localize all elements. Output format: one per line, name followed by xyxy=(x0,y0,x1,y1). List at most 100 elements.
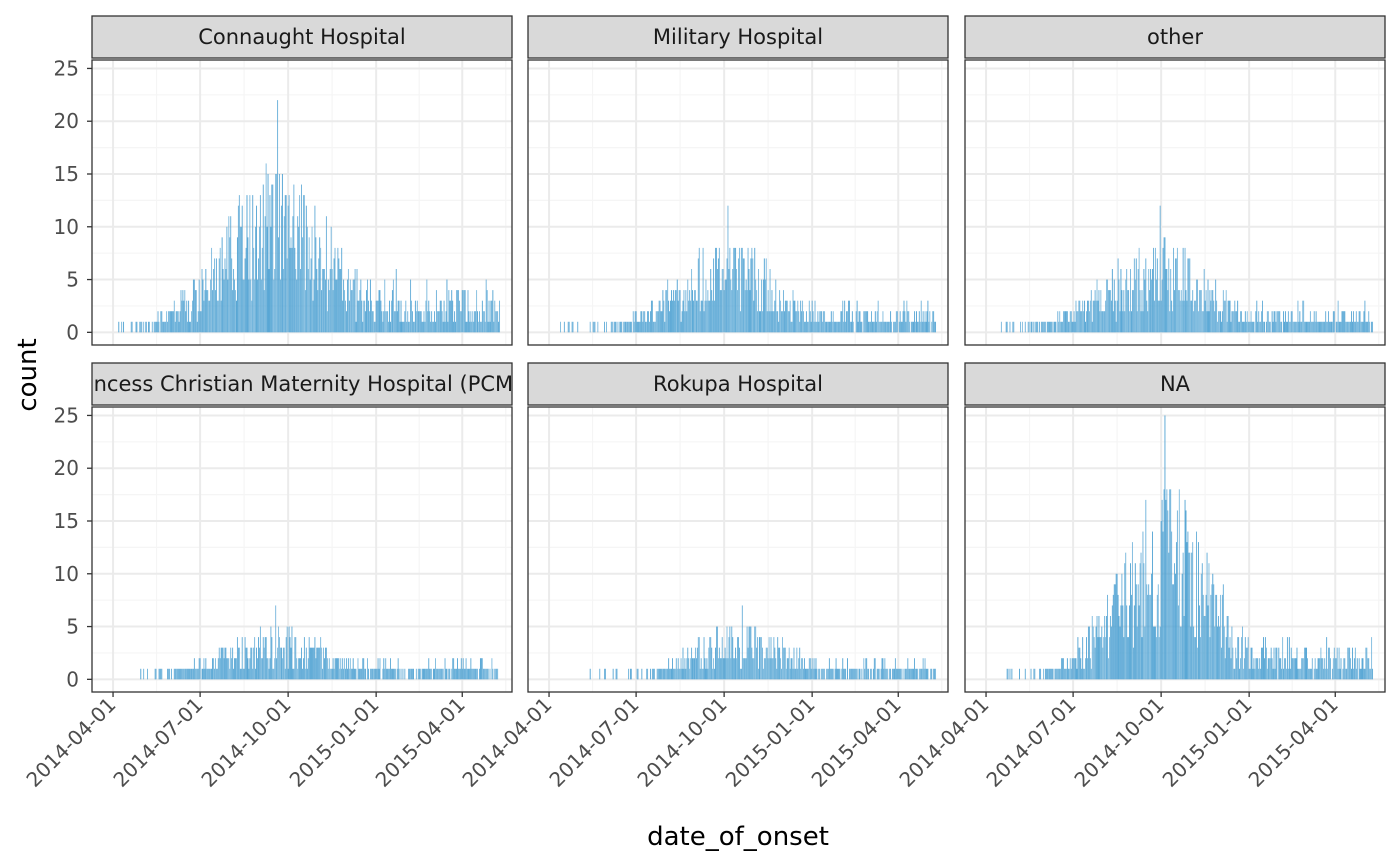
histogram-bar xyxy=(271,637,273,680)
histogram-bar xyxy=(228,216,230,333)
histogram-bar xyxy=(738,247,740,333)
histogram-bar xyxy=(1050,668,1052,680)
histogram-bar xyxy=(1124,563,1126,680)
histogram-bar xyxy=(1040,668,1042,680)
histogram-bar xyxy=(1296,321,1298,333)
histogram-bar xyxy=(408,321,410,333)
histogram-bar xyxy=(245,247,247,333)
histogram-bar xyxy=(1109,637,1110,680)
histogram-bar xyxy=(818,321,820,333)
histogram-bar xyxy=(198,658,200,680)
histogram-bar xyxy=(617,321,619,333)
histogram-bar xyxy=(793,647,795,680)
histogram-bar xyxy=(875,321,877,333)
histogram-bar xyxy=(1150,594,1152,680)
histogram-bar xyxy=(1034,668,1036,680)
histogram-bar xyxy=(814,668,816,680)
histogram-bar xyxy=(1169,489,1171,680)
histogram-bar xyxy=(860,321,862,333)
histogram-bar xyxy=(303,195,305,333)
histogram-bar xyxy=(1219,626,1220,680)
histogram-bar xyxy=(1365,647,1367,680)
histogram-bar xyxy=(364,300,366,333)
histogram-bar xyxy=(732,637,734,680)
histogram-bar xyxy=(368,668,369,680)
histogram-bar xyxy=(208,668,210,680)
histogram-bar xyxy=(1367,321,1369,333)
histogram-bar xyxy=(269,195,271,333)
histogram-bar xyxy=(323,647,324,680)
histogram-bar xyxy=(1205,290,1207,333)
histogram-bar xyxy=(1290,311,1292,333)
histogram-bar xyxy=(1154,247,1156,333)
histogram-bar xyxy=(451,668,453,680)
histogram-bar xyxy=(1322,321,1324,333)
histogram-bar xyxy=(778,647,780,680)
histogram-bar xyxy=(653,321,655,333)
histogram-bar xyxy=(186,300,188,333)
histogram-bar xyxy=(624,321,626,333)
histogram-bar xyxy=(880,321,882,333)
histogram-bar xyxy=(930,668,932,680)
histogram-bar xyxy=(386,311,388,333)
histogram-bar xyxy=(1097,637,1099,680)
histogram-bar xyxy=(676,668,678,680)
y-tick-label: 0 xyxy=(66,667,79,691)
histogram-bar xyxy=(1135,258,1137,333)
histogram-bar xyxy=(153,321,155,333)
histogram-bar xyxy=(1246,647,1248,680)
histogram-bar xyxy=(1310,668,1312,680)
histogram-bar xyxy=(1351,311,1352,333)
histogram-bar xyxy=(911,668,913,680)
histogram-bar xyxy=(1225,290,1227,333)
histogram-bar xyxy=(774,300,776,333)
histogram-bar xyxy=(1101,626,1103,680)
histogram-bar xyxy=(1075,300,1077,333)
histogram-bar xyxy=(212,290,213,333)
histogram-bar xyxy=(739,668,741,680)
histogram-bar xyxy=(1134,563,1136,680)
histogram-bar xyxy=(876,668,878,680)
histogram-bar xyxy=(242,279,244,333)
histogram-bar xyxy=(355,321,357,333)
histogram-bar xyxy=(1175,258,1176,333)
histogram-bar xyxy=(729,626,731,680)
histogram-bar xyxy=(325,216,327,333)
histogram-bar xyxy=(231,658,233,680)
facet-strip xyxy=(527,362,949,406)
histogram-bar xyxy=(205,269,207,333)
histogram-bar xyxy=(1368,311,1370,333)
histogram-bar xyxy=(320,247,322,333)
histogram-bar xyxy=(842,658,844,680)
histogram-bar xyxy=(381,311,383,333)
histogram-bar xyxy=(1151,573,1153,680)
histogram-bar xyxy=(652,321,654,333)
histogram-bar xyxy=(208,300,210,333)
facet-panel: Military Hospital xyxy=(527,15,949,346)
histogram-bar xyxy=(307,269,309,333)
histogram-bar xyxy=(1175,258,1177,333)
histogram-bar xyxy=(435,321,436,333)
histogram-bar xyxy=(449,668,451,680)
histogram-bar xyxy=(776,668,778,680)
histogram-bar xyxy=(788,311,790,333)
histogram-bar xyxy=(485,668,487,680)
histogram-bar xyxy=(1195,637,1197,680)
histogram-bar xyxy=(219,247,221,333)
histogram-bar xyxy=(290,237,292,333)
histogram-bar xyxy=(277,647,279,680)
histogram-bar xyxy=(351,290,353,333)
histogram-bar xyxy=(1286,321,1287,333)
histogram-bar xyxy=(482,311,484,333)
histogram-bar xyxy=(212,658,213,680)
histogram-bar xyxy=(839,668,841,680)
histogram-bar xyxy=(1304,647,1306,680)
histogram-bar xyxy=(489,668,491,680)
histogram-bar xyxy=(273,668,275,680)
histogram-bar xyxy=(1295,321,1297,333)
histogram-bar xyxy=(316,269,318,333)
histogram-bar xyxy=(1367,658,1369,680)
histogram-bar xyxy=(628,321,629,333)
histogram-bar xyxy=(909,321,911,333)
histogram-bar xyxy=(1326,321,1328,333)
